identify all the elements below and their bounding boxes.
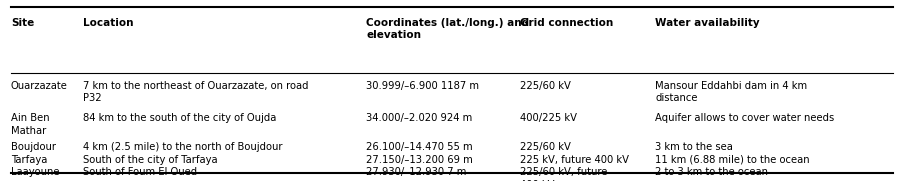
Text: 30.999/–6.900 1187 m: 30.999/–6.900 1187 m [366, 81, 479, 90]
Text: 27.150/–13.200 69 m: 27.150/–13.200 69 m [366, 155, 472, 165]
Text: 225/60 kV: 225/60 kV [519, 81, 570, 90]
Text: South of Foum El Oued: South of Foum El Oued [83, 167, 197, 177]
Text: 3 km to the sea: 3 km to the sea [655, 142, 732, 152]
Text: 26.100/–14.470 55 m: 26.100/–14.470 55 m [366, 142, 472, 152]
Text: Boujdour: Boujdour [11, 142, 56, 152]
Text: 27.930/–12.930 7 m: 27.930/–12.930 7 m [366, 167, 466, 177]
Text: Mansour Eddahbi dam in 4 km
distance: Mansour Eddahbi dam in 4 km distance [655, 81, 806, 103]
Text: Site: Site [11, 18, 34, 28]
Text: Laayoune: Laayoune [11, 167, 60, 177]
Text: 34.000/–2.020 924 m: 34.000/–2.020 924 m [366, 113, 472, 123]
Text: Aquifer allows to cover water needs: Aquifer allows to cover water needs [655, 113, 833, 123]
Text: 2 to 3 km to the ocean: 2 to 3 km to the ocean [655, 167, 768, 177]
Text: Grid connection: Grid connection [519, 18, 612, 28]
Text: 4 km (2.5 mile) to the north of Boujdour: 4 km (2.5 mile) to the north of Boujdour [83, 142, 283, 152]
Text: Water availability: Water availability [655, 18, 759, 28]
Text: 225/60 kV, future
400 kV: 225/60 kV, future 400 kV [519, 167, 607, 181]
Text: 7 km to the northeast of Ouarzazate, on road
P32: 7 km to the northeast of Ouarzazate, on … [83, 81, 308, 103]
Text: Location: Location [83, 18, 134, 28]
Text: Ouarzazate: Ouarzazate [11, 81, 68, 90]
Text: 11 km (6.88 mile) to the ocean: 11 km (6.88 mile) to the ocean [655, 155, 809, 165]
Text: South of the city of Tarfaya: South of the city of Tarfaya [83, 155, 218, 165]
Text: Ain Ben
Mathar: Ain Ben Mathar [11, 113, 50, 136]
Text: 225 kV, future 400 kV: 225 kV, future 400 kV [519, 155, 628, 165]
Text: 225/60 kV: 225/60 kV [519, 142, 570, 152]
Text: 400/225 kV: 400/225 kV [519, 113, 576, 123]
Text: 84 km to the south of the city of Oujda: 84 km to the south of the city of Oujda [83, 113, 276, 123]
Text: Tarfaya: Tarfaya [11, 155, 47, 165]
Text: Coordinates (lat./long.) and
elevation: Coordinates (lat./long.) and elevation [366, 18, 528, 40]
